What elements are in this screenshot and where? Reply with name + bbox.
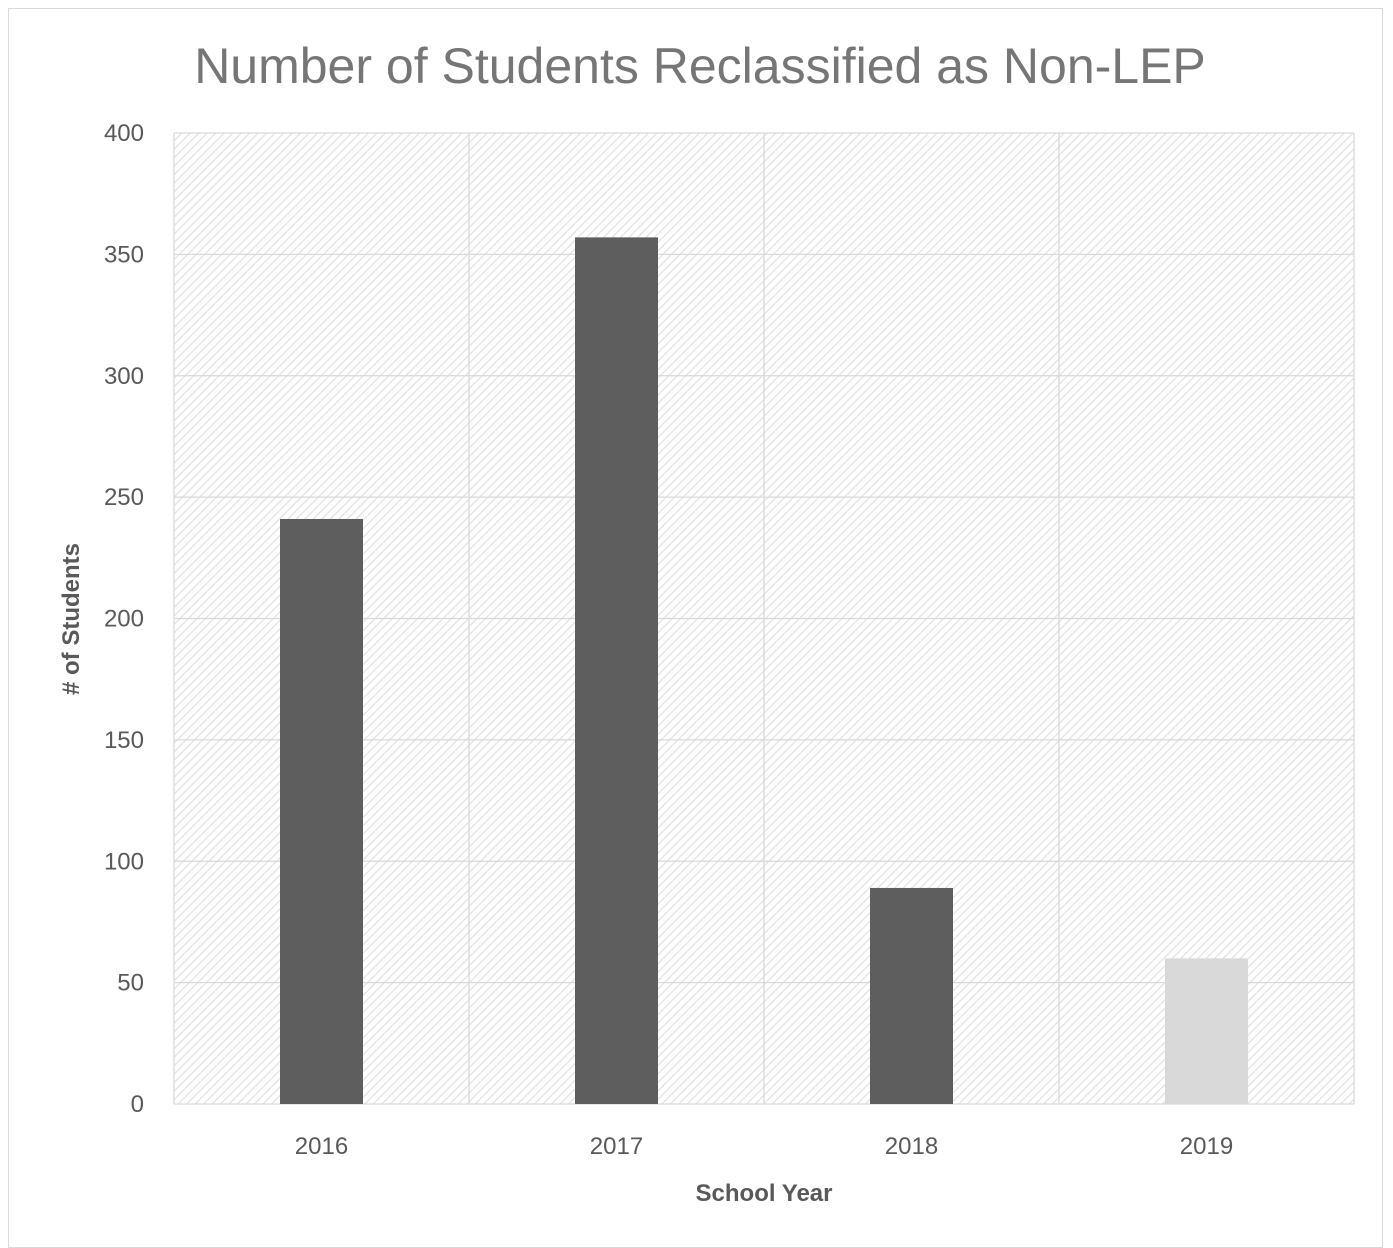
x-tick-label: 2019	[1180, 1133, 1233, 1160]
y-axis-title: # of Students	[58, 543, 85, 695]
bars	[280, 237, 1248, 1104]
bar-2019	[1165, 958, 1248, 1104]
x-axis-title: School Year	[696, 1180, 833, 1207]
bar-2016	[280, 518, 363, 1104]
y-tick-label: 50	[117, 970, 144, 997]
x-tick-label: 2016	[295, 1133, 348, 1160]
y-tick-label: 300	[104, 363, 144, 390]
y-tick-label: 200	[104, 606, 144, 633]
y-tick-label: 350	[104, 241, 144, 268]
y-tick-label: 250	[104, 484, 144, 511]
y-tick-label: 400	[104, 120, 144, 147]
x-axis-ticks: 2016 2017 2018 2019	[295, 1133, 1233, 1160]
y-axis-ticks: 0 50 100 150 200 250 300 350 400	[104, 120, 144, 1118]
x-tick-label: 2018	[885, 1133, 938, 1160]
y-tick-label: 150	[104, 727, 144, 754]
y-tick-label: 100	[104, 848, 144, 875]
chart-title: Number of Students Reclassified as Non-L…	[194, 38, 1206, 94]
bar-2017	[575, 237, 658, 1104]
y-tick-label: 0	[131, 1091, 144, 1118]
x-tick-label: 2017	[590, 1133, 643, 1160]
bar-2018	[870, 887, 953, 1104]
gridlines	[173, 132, 1355, 1105]
